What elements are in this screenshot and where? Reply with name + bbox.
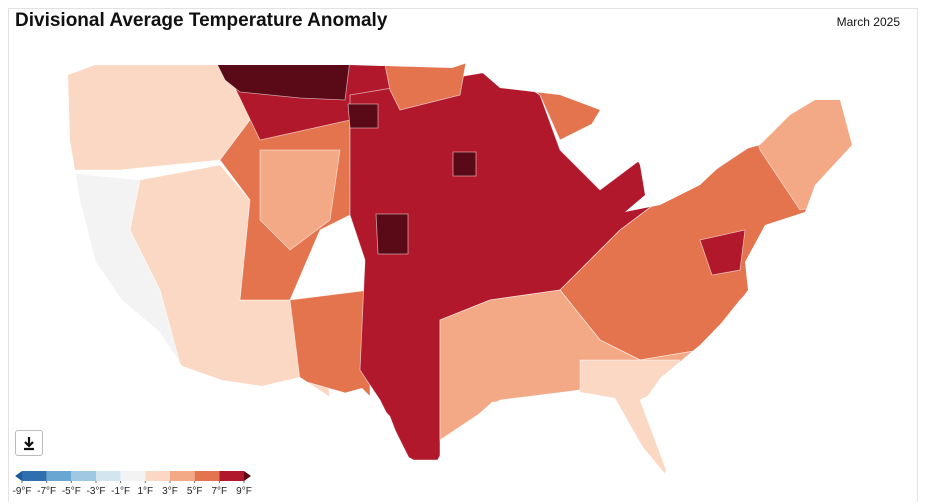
download-button[interactable] — [15, 430, 43, 456]
date: March 2025 — [836, 15, 900, 29]
panel — [8, 8, 918, 502]
download-icon — [24, 437, 34, 451]
title: Divisional Average Temperature Anomaly — [15, 10, 388, 31]
